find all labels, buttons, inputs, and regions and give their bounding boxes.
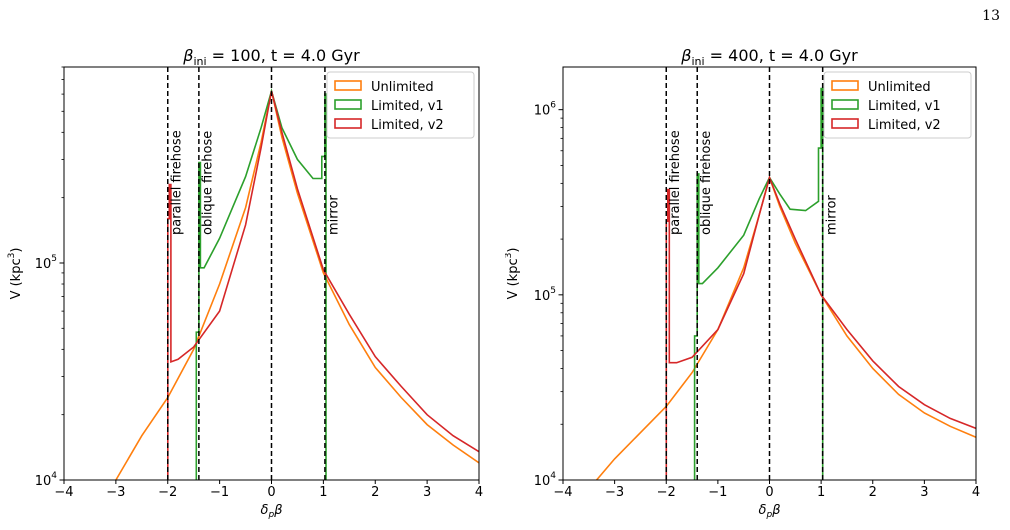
y-tick-label: 105 <box>534 286 556 304</box>
series-line-2 <box>665 174 976 480</box>
x-tick-label: 1 <box>319 485 327 500</box>
chart-title: βini = 100, t = 4.0 Gyr <box>182 46 360 68</box>
vline-label: parallel firehose <box>170 130 185 235</box>
x-tick-label: −4 <box>553 485 572 500</box>
x-tick-label: 4 <box>972 485 980 500</box>
legend-label: Limited, v1 <box>371 99 444 114</box>
x-tick-label: −4 <box>54 485 73 500</box>
series-line-0 <box>595 174 976 480</box>
legend: Unlimited Limited, v1 Limited, v2 <box>326 71 475 139</box>
x-axis-label: δpβ <box>759 503 781 520</box>
legend-label: Unlimited <box>868 80 931 95</box>
y-tick-label: 104 <box>534 471 557 489</box>
vline-label: mirror <box>327 195 342 235</box>
vline-label: parallel firehose <box>668 130 683 235</box>
x-tick-label: 2 <box>869 485 877 500</box>
legend-swatch <box>831 118 859 129</box>
chart-right: parallel firehose oblique firehose mirror −… <box>505 46 980 520</box>
x-tick-label: −2 <box>158 485 177 500</box>
x-tick-label: 3 <box>920 485 928 500</box>
x-tick-label: −2 <box>657 485 676 500</box>
x-tick-label: 1 <box>817 485 825 500</box>
x-tick-label: 4 <box>475 485 483 500</box>
chart-left: parallel firehose oblique firehose mirror −… <box>7 46 483 520</box>
x-axis-label: δpβ <box>261 503 283 520</box>
series-line-0 <box>115 90 479 480</box>
legend-label: Limited, v2 <box>371 118 444 133</box>
y-axis-label: V (kpc3) <box>505 248 521 300</box>
x-tick-label: 3 <box>423 485 431 500</box>
y-tick-label: 104 <box>35 471 58 489</box>
legend-box <box>326 71 475 139</box>
legend: Unlimited Limited, v1 Limited, v2 <box>823 71 972 139</box>
y-axis-label: V (kpc3) <box>7 248 24 300</box>
legend-label: Limited, v2 <box>868 118 941 133</box>
series-line-2 <box>167 90 479 480</box>
vline-label: mirror <box>824 195 839 235</box>
x-tick-label: −1 <box>210 485 229 500</box>
vline-label: oblique firehose <box>699 131 714 235</box>
legend-swatch <box>334 99 362 110</box>
legend-label: Unlimited <box>371 80 434 95</box>
x-tick-label: 0 <box>267 485 275 500</box>
chart-title: βini = 400, t = 4.0 Gyr <box>680 46 858 68</box>
x-tick-label: 2 <box>371 485 379 500</box>
x-tick-label: 0 <box>765 485 773 500</box>
x-tick-label: −3 <box>106 485 125 500</box>
plot-area <box>595 87 976 480</box>
legend-box <box>823 71 972 139</box>
legend-label: Limited, v1 <box>868 99 941 114</box>
legend-swatch <box>334 118 362 129</box>
x-tick-label: −3 <box>605 485 624 500</box>
y-tick-label: 105 <box>35 254 57 272</box>
legend-swatch <box>831 99 859 110</box>
x-tick-label: −1 <box>708 485 727 500</box>
legend-swatch <box>334 80 362 91</box>
page-number: 13 <box>982 8 1000 24</box>
legend-swatch <box>831 80 859 91</box>
vline-label: oblique firehose <box>201 131 216 235</box>
y-tick-label: 106 <box>534 101 557 119</box>
